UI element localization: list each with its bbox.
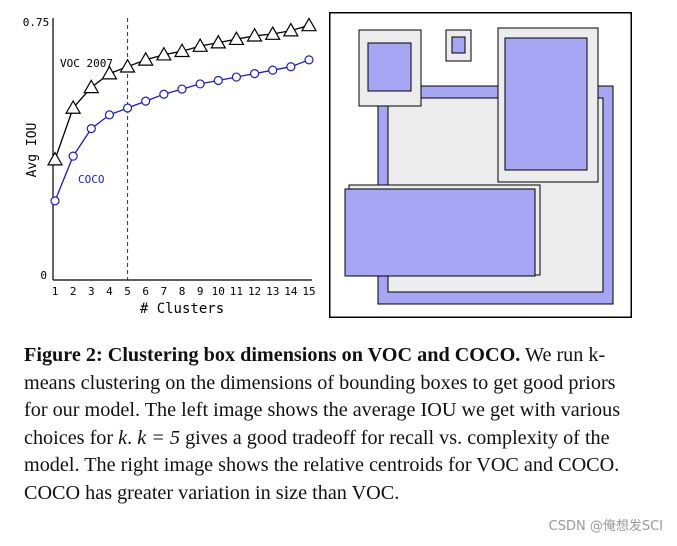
voc-data-point [300,17,318,32]
voc-data-point [65,99,82,114]
iou-chart: 0.75 0 Avg IOU # Clusters VOC 2007 COCO … [23,16,318,317]
coco-data-point [195,79,205,89]
x-tick-label: 6 [142,285,149,298]
voc-data-point [83,79,100,94]
legend-coco: COCO [78,173,105,186]
voc-data-point [210,34,227,49]
coco-data-point [268,65,278,75]
voc-data-point [155,46,172,61]
voc-data-point [137,51,154,66]
coco-centroid-tall [504,37,588,171]
coco-centroid-small [451,36,466,54]
coco-centroid-medium [367,42,412,92]
x-tick-label: 5 [124,285,131,298]
x-tick-label: 3 [88,285,95,298]
caption-math-k: k [118,426,128,449]
y-tick-min: 0 [40,269,47,282]
voc-data-point [173,43,191,58]
coco-data-point [213,75,223,86]
x-tick-label: 1 [52,285,59,298]
voc-data-point [264,25,281,40]
voc-data-point [192,37,209,52]
x-tick-label: 15 [302,285,315,298]
coco-data-point [231,72,242,82]
x-tick-label: 10 [212,285,225,298]
coco-data-point [286,62,296,72]
voc-data-point [246,27,263,42]
caption-text-3: gives a good tradeoff for recall vs. com… [24,426,620,504]
x-tick-label: 11 [230,285,243,298]
x-tick-label: 7 [161,285,168,298]
legend-voc: VOC 2007 [60,57,113,70]
caption-math-k-eq: k = 5 [137,426,181,449]
coco-data-point [104,110,115,120]
coco-data-point [249,68,260,79]
watermark: CSDN @俺想发SCI [548,519,663,534]
x-tick-label: 13 [266,285,279,298]
caption-text-1: We run k-means clustering on the dimensi… [24,344,621,449]
x-tick-label: 8 [179,285,186,298]
voc-data-point [46,151,64,166]
caption-text-2: . [127,426,138,449]
figure-label: Figure 2: [24,344,103,366]
voc-data-point [228,30,245,46]
x-tick-label: 4 [106,285,113,298]
figure-title: Clustering box dimensions on VOC and COC… [107,344,521,366]
coco-data-point [122,103,133,113]
voc-data-point [119,58,136,73]
figure-caption: Figure 2: Clustering box dimensions on V… [24,342,644,507]
x-tick-label: 14 [284,285,298,298]
coco-data-point [177,84,187,94]
y-tick-max: 0.75 [23,16,50,29]
coco-data-point [86,124,96,134]
coco-centroid-wide [344,188,536,277]
centroids-figure [329,12,632,318]
voc-data-point [282,22,299,37]
coco-data-point [304,55,314,65]
y-axis-label: Avg IOU [25,123,40,178]
coco-data-point [141,96,151,106]
voc-data-point [101,65,118,80]
coco-data-point [68,151,78,161]
coco-data-point [50,196,60,206]
x-axis-label: # Clusters [140,301,224,317]
coco-data-point [159,89,169,99]
x-tick-label: 12 [248,285,261,298]
x-tick-label: 9 [197,285,204,298]
x-tick-label: 2 [70,285,77,298]
